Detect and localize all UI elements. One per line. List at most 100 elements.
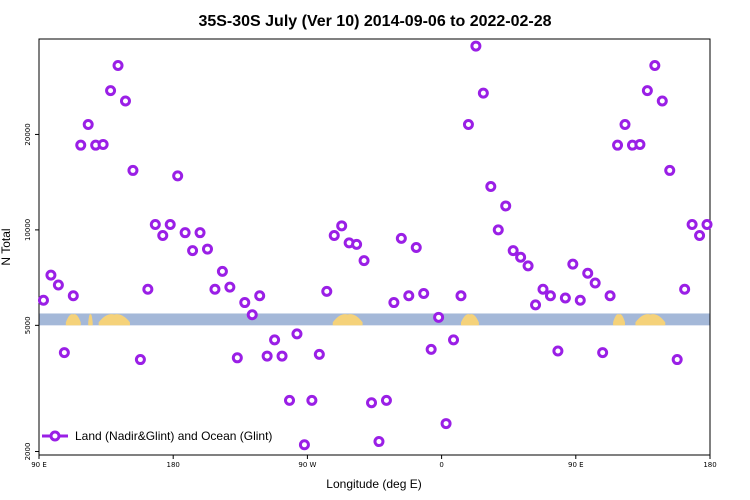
data-point: [537, 283, 549, 295]
data-point: [641, 85, 653, 97]
data-point: [686, 218, 698, 230]
land-band-segment: [88, 314, 93, 326]
x-axis-label: Longitude (deg E): [326, 477, 421, 491]
y-tick-label: 10000: [24, 219, 32, 241]
land-band-segment: [460, 314, 479, 326]
data-point: [530, 299, 542, 311]
data-point: [589, 277, 601, 289]
legend-marker: [49, 430, 61, 442]
data-point: [448, 334, 460, 346]
y-tick-label: 2000: [24, 443, 32, 461]
data-point: [291, 328, 303, 340]
land-band-segment: [65, 314, 81, 326]
data-point: [395, 232, 407, 244]
data-point: [462, 118, 474, 130]
data-point: [582, 267, 594, 279]
data-point: [328, 230, 340, 242]
data-point: [284, 394, 296, 406]
data-point: [373, 436, 385, 448]
data-point: [321, 285, 333, 297]
data-point: [58, 347, 70, 359]
chart-title: 35S-30S July (Ver 10) 2014-09-06 to 2022…: [198, 13, 551, 30]
data-point: [619, 118, 631, 130]
x-axis: 90 E 180 90 W 0 90 E 180: [31, 455, 717, 469]
legend-label: Land (Nadir&Glint) and Ocean (Glint): [75, 429, 272, 443]
data-point: [552, 345, 564, 357]
data-point: [164, 218, 176, 230]
data-point: [172, 170, 184, 182]
data-point: [440, 418, 452, 430]
data-point: [664, 164, 676, 176]
data-point: [477, 87, 489, 99]
data-point: [201, 243, 213, 255]
data-point: [313, 348, 325, 360]
data-point: [656, 95, 668, 107]
data-point: [45, 269, 57, 281]
land-band-segment: [635, 314, 666, 326]
data-point: [298, 439, 310, 451]
x-tick-label: 0: [439, 461, 443, 469]
data-point: [574, 294, 586, 306]
data-point: [269, 334, 281, 346]
data-point: [515, 251, 527, 263]
data-point: [694, 230, 706, 242]
y-axis: 2000 5000 10000 20000: [24, 123, 39, 460]
data-point: [67, 290, 79, 302]
data-point: [433, 311, 445, 323]
land-band-segment: [332, 314, 363, 326]
data-point: [216, 265, 228, 277]
land-band-segment: [613, 314, 626, 326]
data-point: [701, 218, 713, 230]
data-point: [544, 290, 556, 302]
data-point: [649, 59, 661, 71]
data-point: [507, 245, 519, 257]
data-point: [134, 354, 146, 366]
data-point: [306, 394, 318, 406]
data-point: [179, 227, 191, 239]
data-point: [119, 95, 131, 107]
legend: Land (Nadir&Glint) and Ocean (Glint): [42, 429, 272, 443]
data-point: [82, 118, 94, 130]
x-tick-label: 90 E: [568, 461, 584, 469]
data-point: [254, 290, 266, 302]
data-point: [231, 352, 243, 364]
data-point: [500, 200, 512, 212]
data-points: [37, 40, 713, 451]
y-tick-label: 20000: [24, 123, 32, 145]
y-axis-label: N Total: [0, 228, 13, 265]
data-point: [246, 309, 258, 321]
x-tick-label: 90 W: [298, 461, 316, 469]
data-point: [187, 245, 199, 257]
data-point: [380, 394, 392, 406]
data-point: [142, 283, 154, 295]
data-point: [679, 283, 691, 295]
x-tick-label: 180: [167, 461, 180, 469]
data-point: [209, 283, 221, 295]
data-point: [239, 297, 251, 309]
data-point: [485, 181, 497, 193]
data-point: [149, 218, 161, 230]
data-point: [75, 139, 87, 151]
data-point: [597, 347, 609, 359]
data-point: [194, 227, 206, 239]
data-point: [52, 279, 64, 291]
data-point: [336, 220, 348, 232]
x-tick-label: 90 E: [31, 461, 47, 469]
x-tick-label: 180: [703, 461, 716, 469]
ocean-band: [39, 313, 710, 326]
data-point: [567, 258, 579, 270]
data-point: [403, 290, 415, 302]
data-point: [470, 40, 482, 52]
land-band-segment: [98, 314, 130, 326]
data-point: [492, 224, 504, 236]
data-point: [671, 354, 683, 366]
data-point: [37, 294, 49, 306]
data-point: [612, 139, 624, 151]
data-point: [224, 281, 236, 293]
data-point: [105, 85, 117, 97]
data-point: [559, 292, 571, 304]
land-ocean-band: [39, 313, 710, 326]
data-point: [418, 288, 430, 300]
data-point: [366, 397, 378, 409]
